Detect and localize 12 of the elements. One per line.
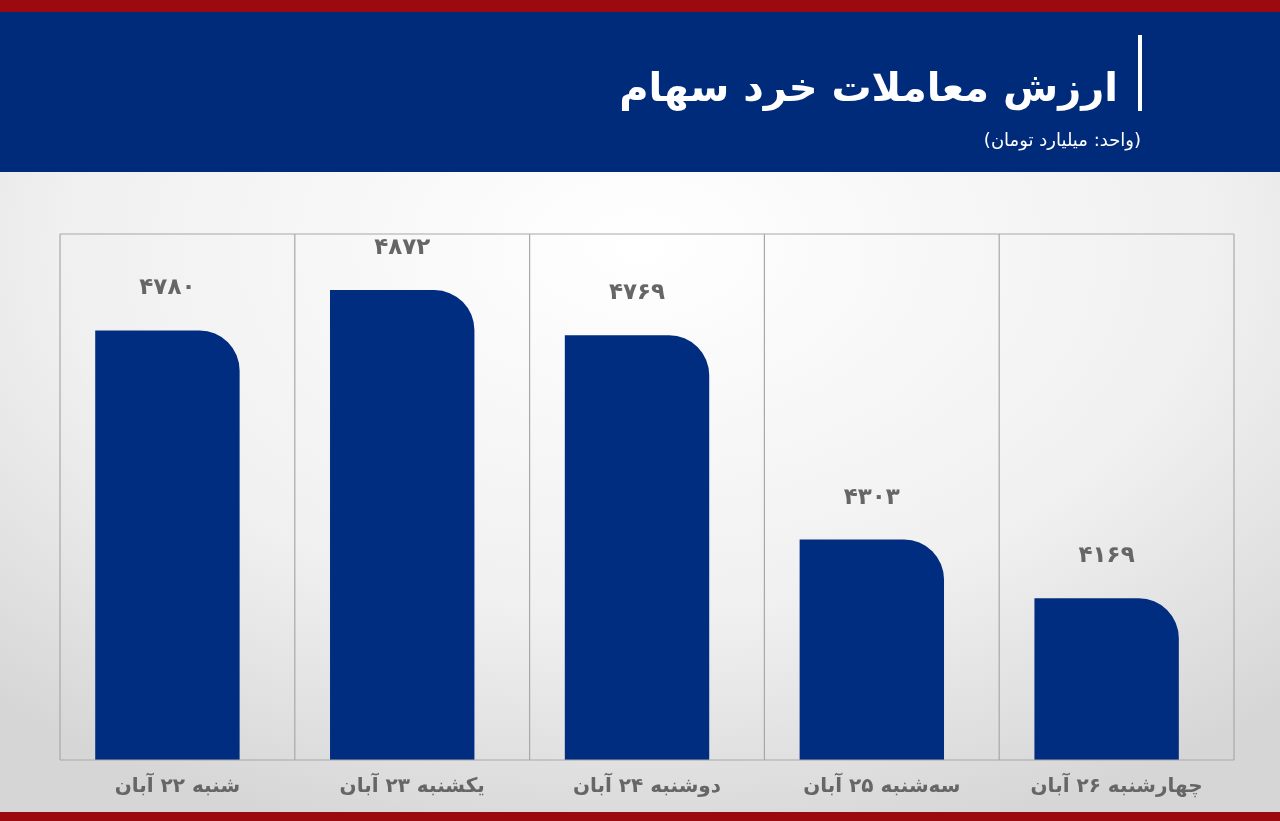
chart-subtitle: (واحد: میلیارد تومان) [983,129,1141,151]
data-label: ۴۱۶۹ [1078,541,1135,568]
x-tick-label: دوشنبه ۲۴ آبان [572,772,722,797]
chart-title: ارزش معاملات خرد سهام [619,64,1118,111]
x-tick-label: سه‌شنبه ۲۵ آبان [803,772,961,797]
x-tick-label: شنبه ۲۲ آبان [114,772,241,797]
data-label: ۴۷۶۹ [608,278,666,305]
data-label: ۴۳۰۳ [843,482,900,509]
x-tick-label: یکشنبه ۲۳ آبان [339,772,485,797]
x-tick-label: چهارشنبه ۲۶ آبان [1030,772,1203,798]
data-label: ۴۸۷۲ [374,233,431,260]
data-label: ۴۷۸۰ [139,273,196,300]
